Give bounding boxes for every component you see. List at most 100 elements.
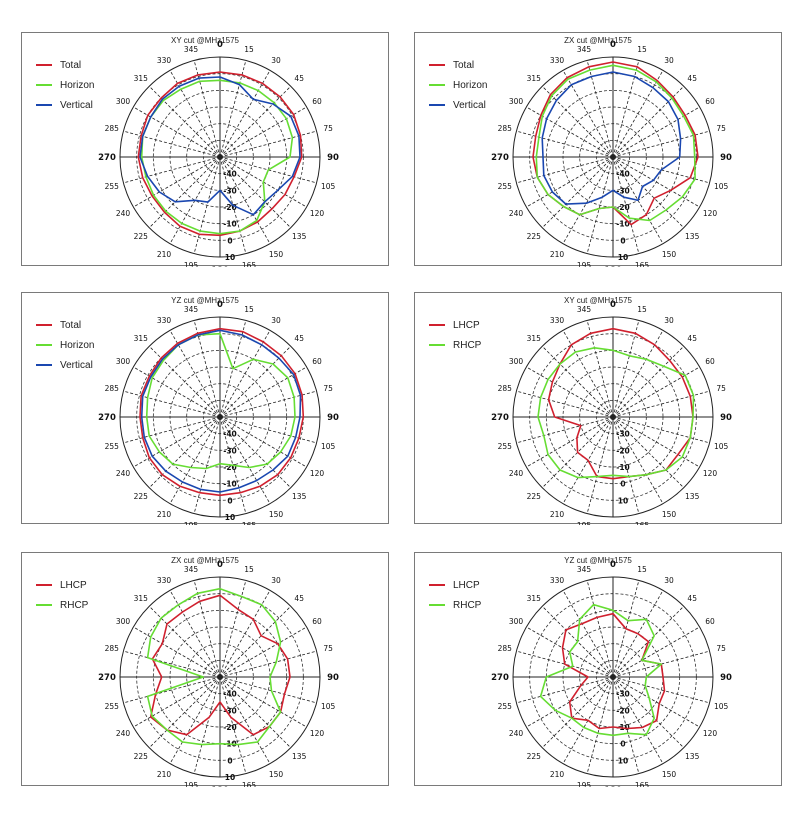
angle-tick-label: 315	[134, 594, 149, 603]
legend-item-total: Total	[36, 55, 94, 75]
grid-spoke	[149, 156, 221, 228]
radial-tick-label: 0	[227, 236, 232, 245]
angle-tick-label: 90	[720, 153, 732, 163]
legend-item-horizon: Horizon	[429, 75, 487, 95]
angle-tick-label: 210	[157, 250, 172, 259]
chart-title: ZX cut @MHz1575	[171, 556, 239, 565]
angle-tick-label: 0	[610, 40, 616, 50]
angle-tick-label: 15	[244, 565, 254, 574]
angle-tick-label: 75	[716, 124, 726, 133]
radial-tick-label: -30	[223, 706, 237, 715]
angle-tick-label: 210	[157, 770, 172, 779]
radial-tick-label: -20	[223, 463, 237, 472]
grid-spoke	[149, 416, 221, 488]
legend-label: Horizon	[60, 339, 95, 351]
angle-tick-label: 150	[662, 250, 677, 259]
legend-label: Vertical	[60, 359, 93, 371]
legend: Total Horizon Vertical	[429, 55, 487, 115]
grid-spoke	[219, 650, 317, 678]
chart-title: YZ cut @MHz1575	[171, 296, 239, 305]
grid-spoke	[193, 416, 221, 514]
angle-tick-label: 180	[604, 266, 622, 267]
chart-title: XY cut @MHz1575	[563, 296, 632, 305]
angle-tick-label: 255	[498, 702, 513, 711]
angle-tick-label: 120	[703, 729, 718, 738]
polar-chart: 0153045607590105120135150165180195210225…	[491, 560, 732, 787]
legend-item-lhcp: LHCP	[429, 315, 481, 335]
angle-tick-label: 285	[105, 384, 120, 393]
grid-spoke	[612, 416, 684, 488]
angle-tick-label: 195	[577, 781, 592, 787]
angle-tick-label: 330	[157, 316, 172, 325]
legend-item-vertical: Vertical	[36, 95, 94, 115]
angle-tick-label: 0	[610, 560, 616, 570]
angle-tick-label: 270	[491, 153, 509, 163]
legend-item-vertical: Vertical	[36, 355, 94, 375]
angle-tick-label: 285	[105, 644, 120, 653]
radial-tick-label: 10	[225, 253, 235, 262]
polar-chart: 0153045607590105120135150165180195210225…	[491, 300, 732, 525]
grid-spoke	[149, 86, 221, 158]
grid-spoke	[612, 156, 684, 228]
angle-tick-label: 135	[685, 232, 700, 241]
angle-tick-label: 45	[687, 74, 697, 83]
legend-label: Vertical	[60, 99, 93, 111]
series-line-rhcp	[146, 587, 282, 746]
legend-label: Horizon	[60, 79, 95, 91]
angle-tick-label: 195	[184, 261, 199, 267]
angle-tick-label: 120	[703, 209, 718, 218]
polar-chart: 0153045607590105120135150165180195210225…	[98, 560, 339, 787]
grid-spoke	[193, 60, 221, 158]
grid-spoke	[169, 676, 221, 764]
angle-tick-label: 45	[687, 334, 697, 343]
grid-spoke	[219, 416, 307, 468]
grid-spoke	[516, 156, 614, 184]
angle-tick-label: 240	[509, 209, 524, 218]
angle-tick-label: 135	[685, 492, 700, 501]
angle-tick-label: 75	[716, 384, 726, 393]
angle-tick-label: 330	[550, 56, 565, 65]
angle-tick-label: 345	[577, 305, 592, 314]
chart-title: YZ cut @MHz1575	[564, 556, 632, 565]
angle-tick-label: 135	[292, 232, 307, 241]
angle-tick-label: 345	[577, 45, 592, 54]
grid-spoke	[169, 590, 221, 678]
polar-chart: 0153045607590105120135150165180195210225…	[491, 40, 732, 267]
radial-tick-label: -10	[616, 463, 630, 472]
grid-spoke	[542, 346, 614, 418]
angle-tick-label: 105	[714, 442, 729, 451]
legend-item-horizon: Horizon	[36, 75, 94, 95]
angle-tick-label: 105	[321, 442, 336, 451]
legend-label: LHCP	[453, 319, 480, 331]
grid-spoke	[612, 86, 684, 158]
angle-tick-label: 240	[116, 729, 131, 738]
grid-spoke	[133, 156, 221, 208]
grid-spoke	[169, 330, 221, 418]
angle-tick-label: 345	[184, 565, 199, 574]
legend-item-rhcp: RHCP	[429, 595, 481, 615]
radial-tick-label: -10	[223, 480, 237, 489]
angle-tick-label: 285	[498, 124, 513, 133]
chart-title: ZX cut @MHz1575	[564, 36, 632, 45]
legend-item-vertical: Vertical	[429, 95, 487, 115]
radial-tick-label: -30	[616, 690, 630, 699]
angle-tick-label: 315	[134, 334, 149, 343]
angle-tick-label: 30	[271, 316, 281, 325]
grid-spoke	[219, 346, 291, 418]
angle-tick-label: 75	[716, 644, 726, 653]
grid-spoke	[526, 156, 614, 208]
angle-tick-label: 255	[105, 182, 120, 191]
angle-tick-label: 240	[116, 209, 131, 218]
legend-item-total: Total	[36, 315, 94, 335]
radial-tick-label: 0	[620, 480, 625, 489]
radial-tick-label: -40	[223, 430, 237, 439]
legend: LHCP RHCP	[429, 575, 481, 615]
grid-spoke	[516, 130, 614, 158]
angle-tick-label: 135	[292, 752, 307, 761]
angle-tick-label: 60	[705, 97, 715, 106]
angle-tick-label: 0	[610, 300, 616, 310]
grid-spoke	[149, 346, 221, 418]
grid-spoke	[219, 676, 307, 728]
grid-spoke	[562, 590, 614, 678]
angle-tick-label: 240	[116, 469, 131, 478]
